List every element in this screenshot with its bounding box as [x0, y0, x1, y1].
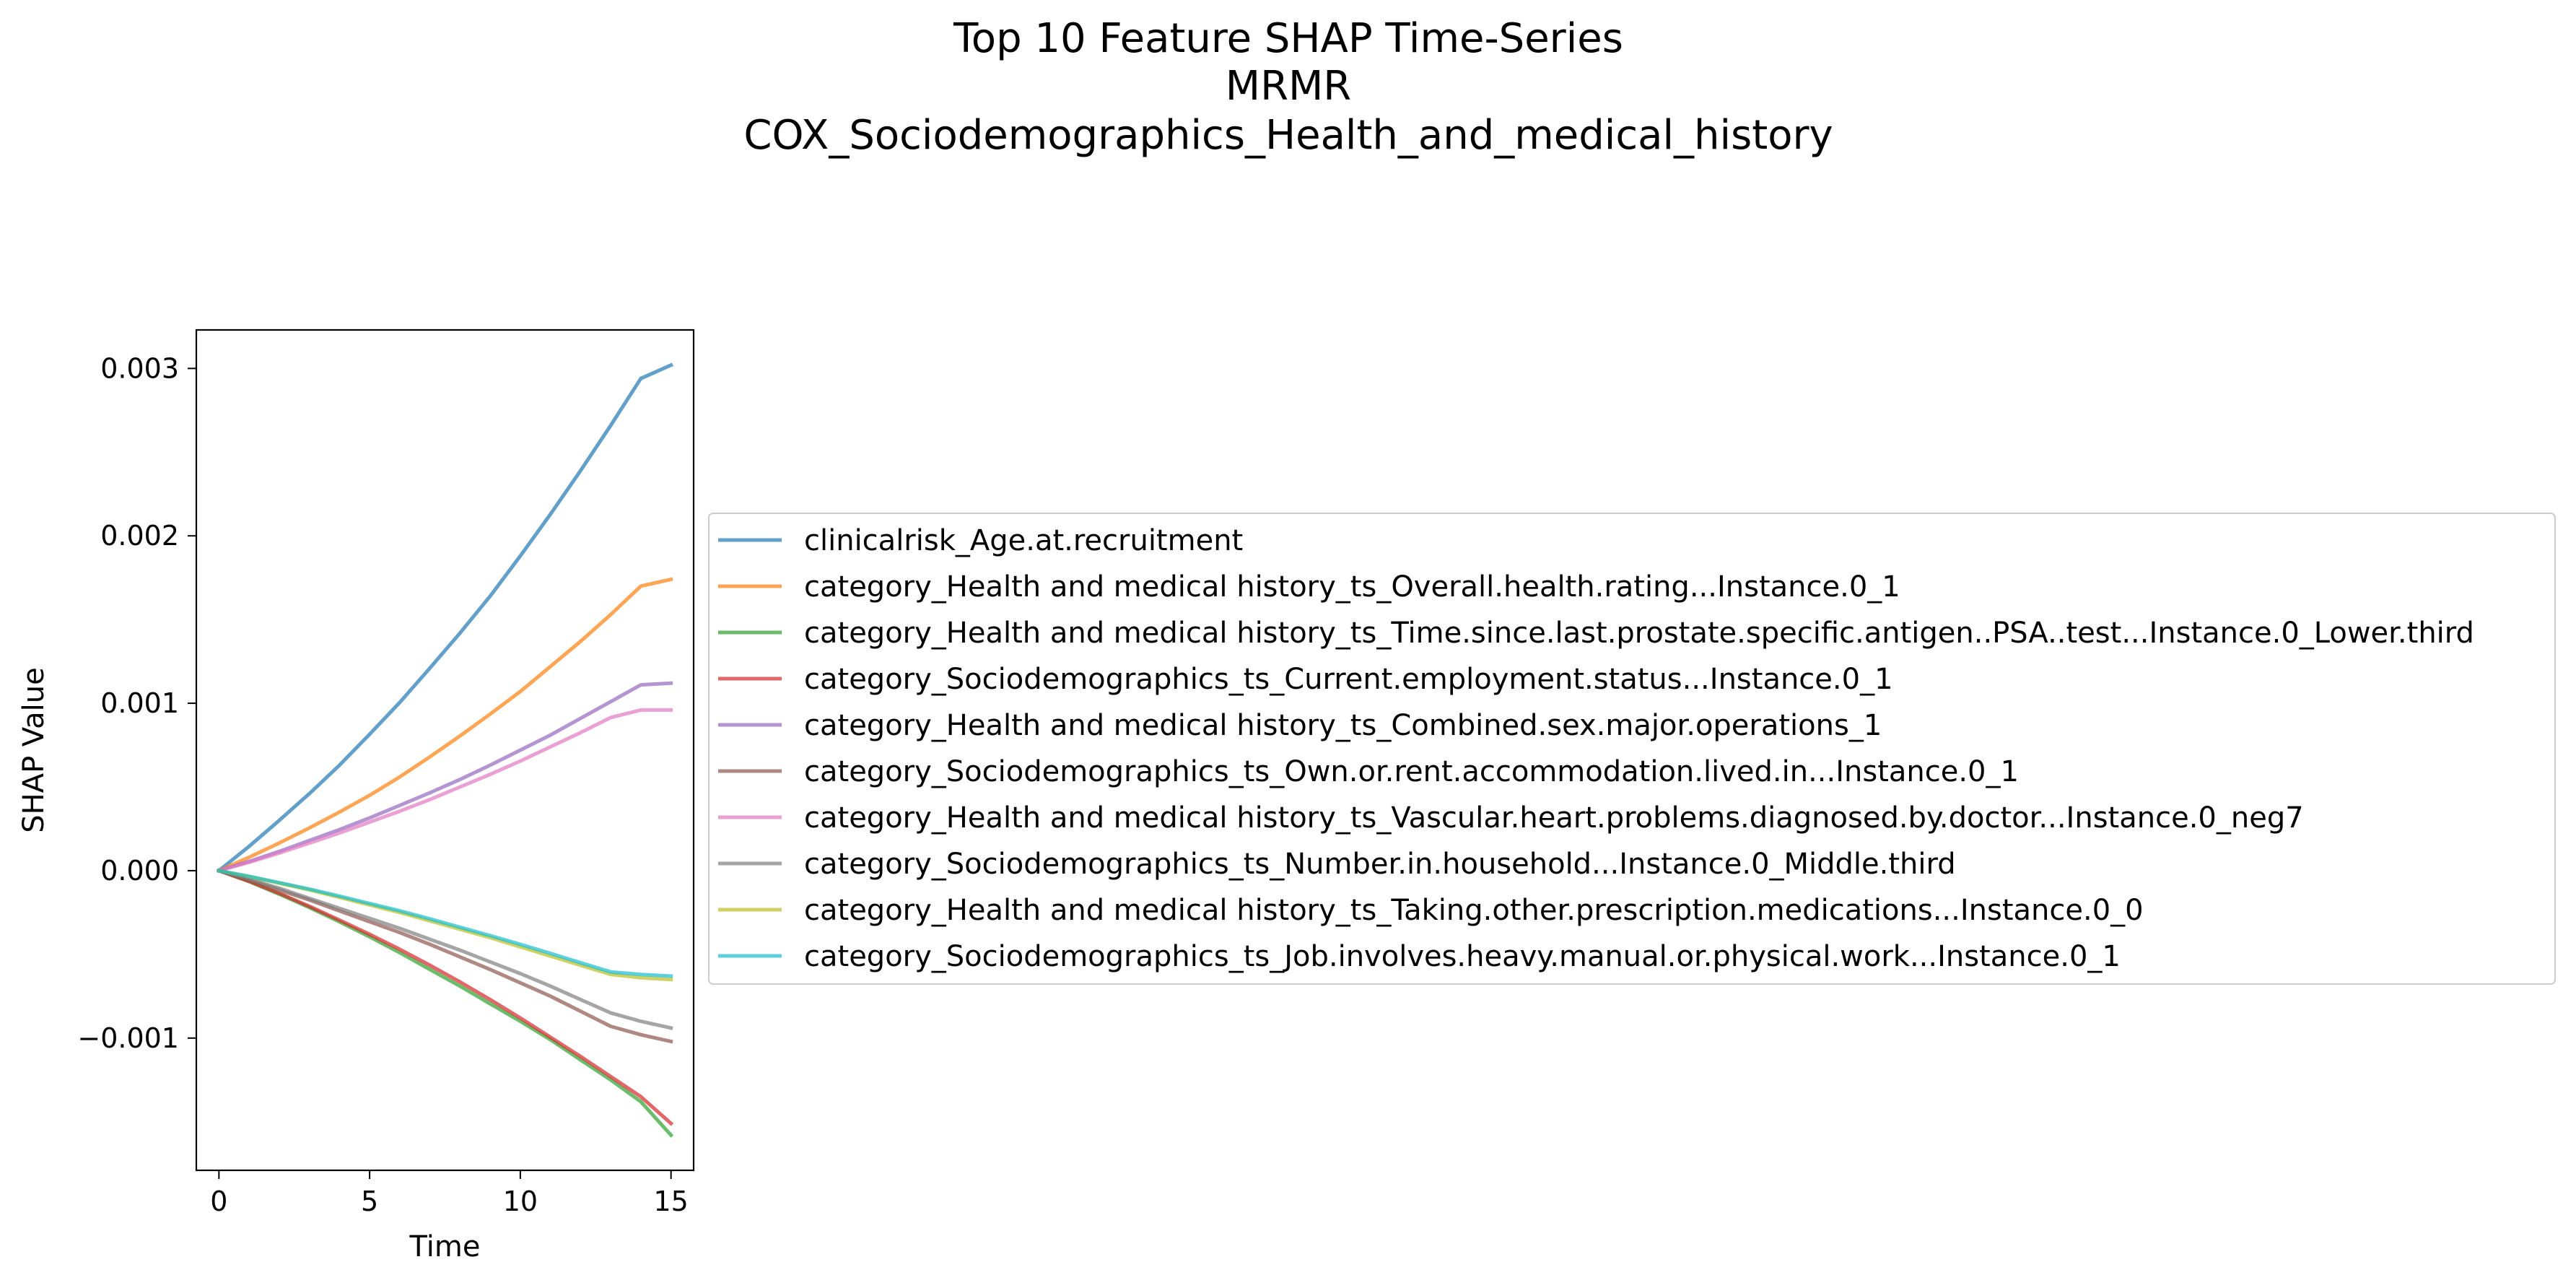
y-tick-label: 0.000: [100, 855, 179, 887]
chart-title-line-2: MRMR: [1226, 63, 1351, 110]
x-tick-label: 5: [361, 1185, 378, 1217]
y-tick-label: 0.003: [100, 352, 179, 384]
y-tick-label: −0.001: [77, 1022, 179, 1054]
legend-entry-5: category_Health and medical history_ts_C…: [804, 709, 1882, 742]
series-line-9: [217, 868, 673, 982]
series-line-2: [217, 577, 673, 874]
legend-entry-8: category_Sociodemographics_ts_Number.in.…: [804, 848, 1956, 881]
chart-title-line-1: Top 10 Feature SHAP Time-Series: [953, 15, 1623, 62]
series-line-1: [216, 362, 673, 874]
legend-box: [708, 513, 2556, 985]
legend-entry-1: clinicalrisk_Age.at.recruitment: [804, 524, 1243, 557]
chart-title: Top 10 Feature SHAP Time-SeriesMRMRCOX_S…: [743, 15, 1833, 159]
x-tick-label: 10: [503, 1185, 538, 1217]
series-line-4: [217, 868, 674, 1126]
x-axis-label: Time: [409, 1230, 481, 1263]
series-line-7: [217, 708, 673, 873]
x-tick-label: 15: [654, 1185, 689, 1217]
y-tick-label: 0.002: [100, 520, 179, 552]
series-line-10: [217, 868, 673, 978]
legend: clinicalrisk_Age.at.recruitment category_…: [708, 513, 2556, 985]
y-axis-label: SHAP Value: [17, 667, 51, 833]
legend-entry-2: category_Health and medical history_ts_O…: [804, 570, 1900, 604]
legend-entry-4: category_Sociodemographics_ts_Current.em…: [804, 663, 1893, 696]
legend-entry-9: category_Health and medical history_ts_T…: [804, 894, 2144, 927]
series-line-8: [217, 868, 673, 1030]
y-tick-label: 0.001: [100, 687, 179, 719]
legend-entry-6: category_Sociodemographics_ts_Own.or.ren…: [804, 755, 2019, 788]
x-tick-label: 0: [210, 1185, 227, 1217]
series-lines: [216, 362, 674, 1138]
series-line-5: [217, 681, 673, 874]
plot-area: [216, 362, 674, 1138]
legend-entry-10: category_Sociodemographics_ts_Job.involv…: [804, 940, 2121, 973]
legend-entry-7: category_Health and medical history_ts_V…: [804, 801, 2304, 835]
chart-title-line-3: COX_Sociodemographics_Health_and_medical…: [743, 112, 1833, 159]
legend-entry-3: category_Health and medical history_ts_T…: [804, 617, 2474, 650]
plot-frame: [195, 328, 695, 1172]
series-line-3: [217, 868, 674, 1138]
axes: 0 5 10 15 −0.001 0.000 0.001 0.002 0.003 Time SHAP…: [17, 328, 695, 1263]
